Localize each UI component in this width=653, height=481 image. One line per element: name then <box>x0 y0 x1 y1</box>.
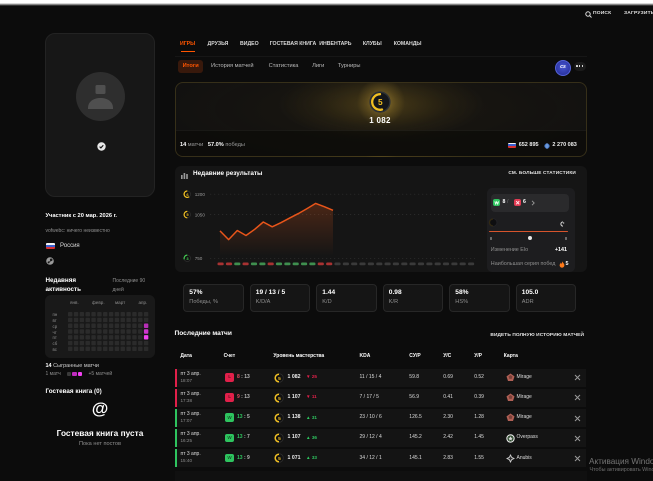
svg-text:5: 5 <box>278 416 281 422</box>
svg-text:750: 750 <box>195 256 203 261</box>
svg-text:5: 5 <box>278 436 281 442</box>
svg-text:5: 5 <box>278 376 281 382</box>
svg-text:5: 5 <box>278 456 281 462</box>
svg-text:1200: 1200 <box>195 192 206 197</box>
svg-text:5: 5 <box>186 212 189 217</box>
svg-text:1050: 1050 <box>195 212 206 217</box>
svg-text:5: 5 <box>377 97 382 107</box>
svg-text:5: 5 <box>278 396 281 402</box>
svg-text:3: 3 <box>186 256 189 261</box>
svg-text:6: 6 <box>186 192 189 197</box>
